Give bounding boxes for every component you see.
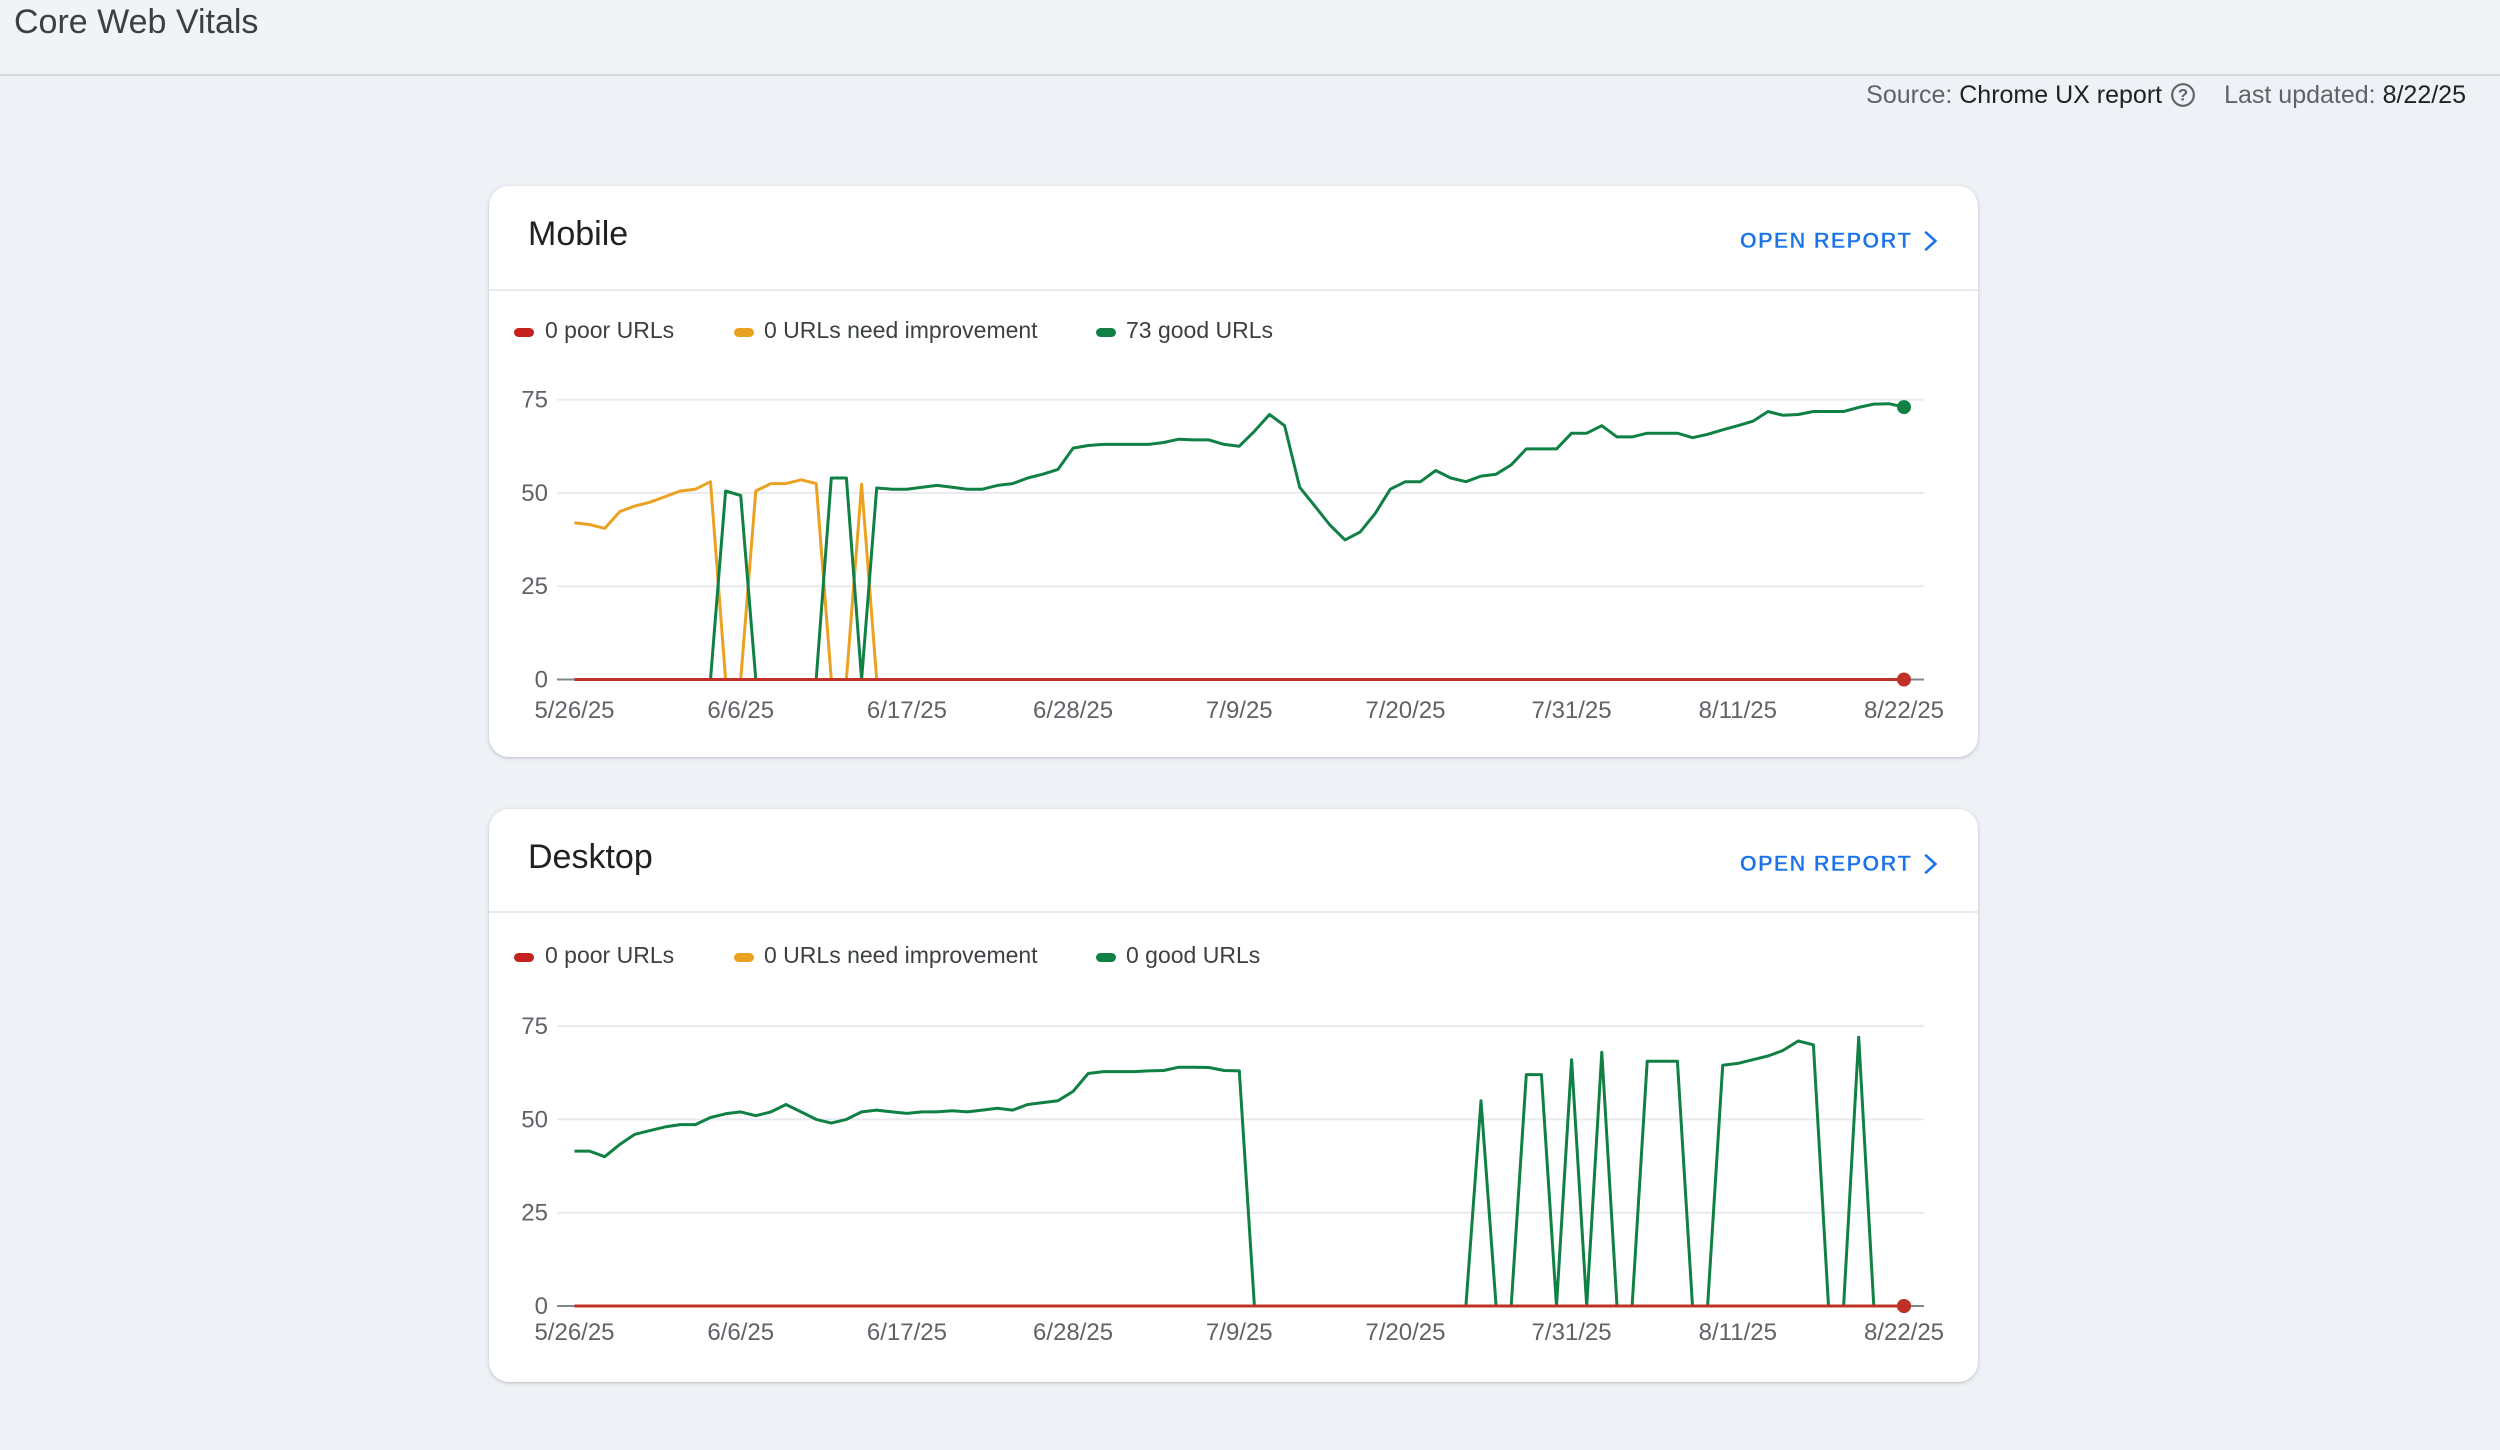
svg-text:7/31/25: 7/31/25 [1532, 1319, 1612, 1346]
svg-text:8/22/25: 8/22/25 [1864, 1319, 1944, 1346]
svg-text:8/11/25: 8/11/25 [1699, 697, 1777, 724]
svg-text:6/28/25: 6/28/25 [1033, 697, 1113, 724]
svg-text:6/6/25: 6/6/25 [707, 697, 774, 724]
svg-text:6/6/25: 6/6/25 [707, 1319, 774, 1346]
svg-text:25: 25 [521, 573, 548, 600]
svg-text:7/20/25: 7/20/25 [1365, 1319, 1445, 1346]
svg-text:5/26/25: 5/26/25 [534, 697, 614, 724]
svg-text:5/26/25: 5/26/25 [534, 1319, 614, 1346]
svg-text:0: 0 [535, 1293, 548, 1320]
svg-text:25: 25 [521, 1200, 548, 1227]
svg-text:7/9/25: 7/9/25 [1206, 1319, 1273, 1346]
svg-text:75: 75 [521, 1013, 548, 1040]
svg-text:50: 50 [521, 480, 548, 507]
svg-text:8/22/25: 8/22/25 [1864, 697, 1944, 724]
svg-text:?: ? [2178, 85, 2188, 104]
svg-text:7/9/25: 7/9/25 [1206, 697, 1273, 724]
svg-text:7/31/25: 7/31/25 [1532, 697, 1612, 724]
svg-text:6/17/25: 6/17/25 [867, 1319, 947, 1346]
svg-text:0: 0 [535, 667, 548, 694]
svg-text:50: 50 [521, 1106, 548, 1133]
svg-text:8/11/25: 8/11/25 [1699, 1319, 1777, 1346]
svg-text:75: 75 [521, 387, 548, 414]
svg-text:6/28/25: 6/28/25 [1033, 1319, 1113, 1346]
svg-text:6/17/25: 6/17/25 [867, 697, 947, 724]
svg-text:7/20/25: 7/20/25 [1365, 697, 1445, 724]
